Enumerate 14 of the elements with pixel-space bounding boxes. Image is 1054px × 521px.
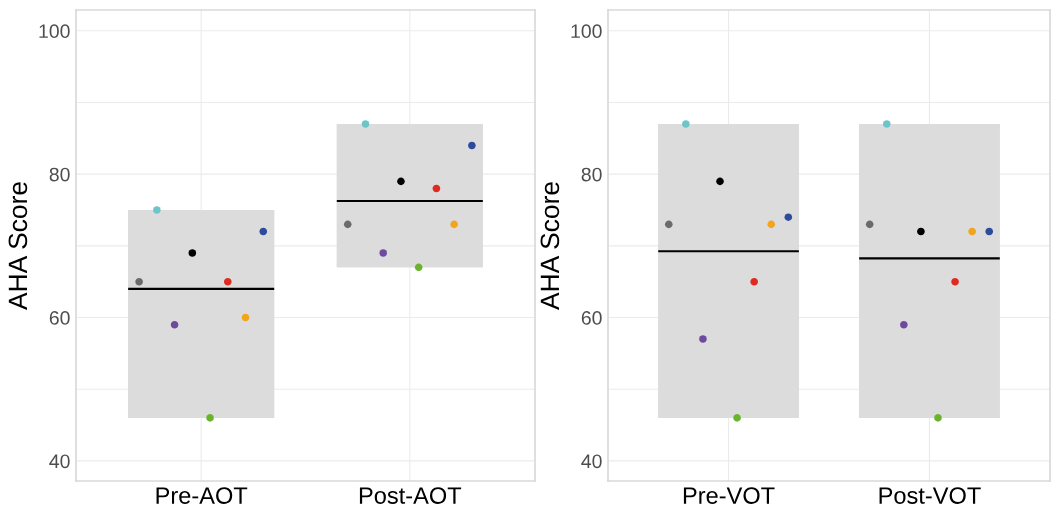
y-tick-label: 100 (39, 24, 70, 39)
y-tick-label: 60 (49, 311, 70, 325)
y-axis-title: AHA Score (540, 182, 560, 310)
y-axis-title: AHA Score (8, 182, 28, 310)
x-tick-label: Pre-AOT (156, 487, 248, 504)
y-tick-label: 80 (49, 167, 70, 182)
x-tick-label: Pre-VOT (683, 487, 775, 504)
y-tick-label: 40 (49, 454, 70, 469)
x-tick-label: Post-VOT (879, 487, 981, 504)
y-tick-label: 60 (581, 311, 602, 325)
x-tick-label: Post-AOT (359, 487, 462, 504)
y-tick-label: 80 (581, 167, 602, 182)
y-tick-label: 40 (581, 454, 602, 469)
y-tick-label: 100 (571, 24, 602, 39)
